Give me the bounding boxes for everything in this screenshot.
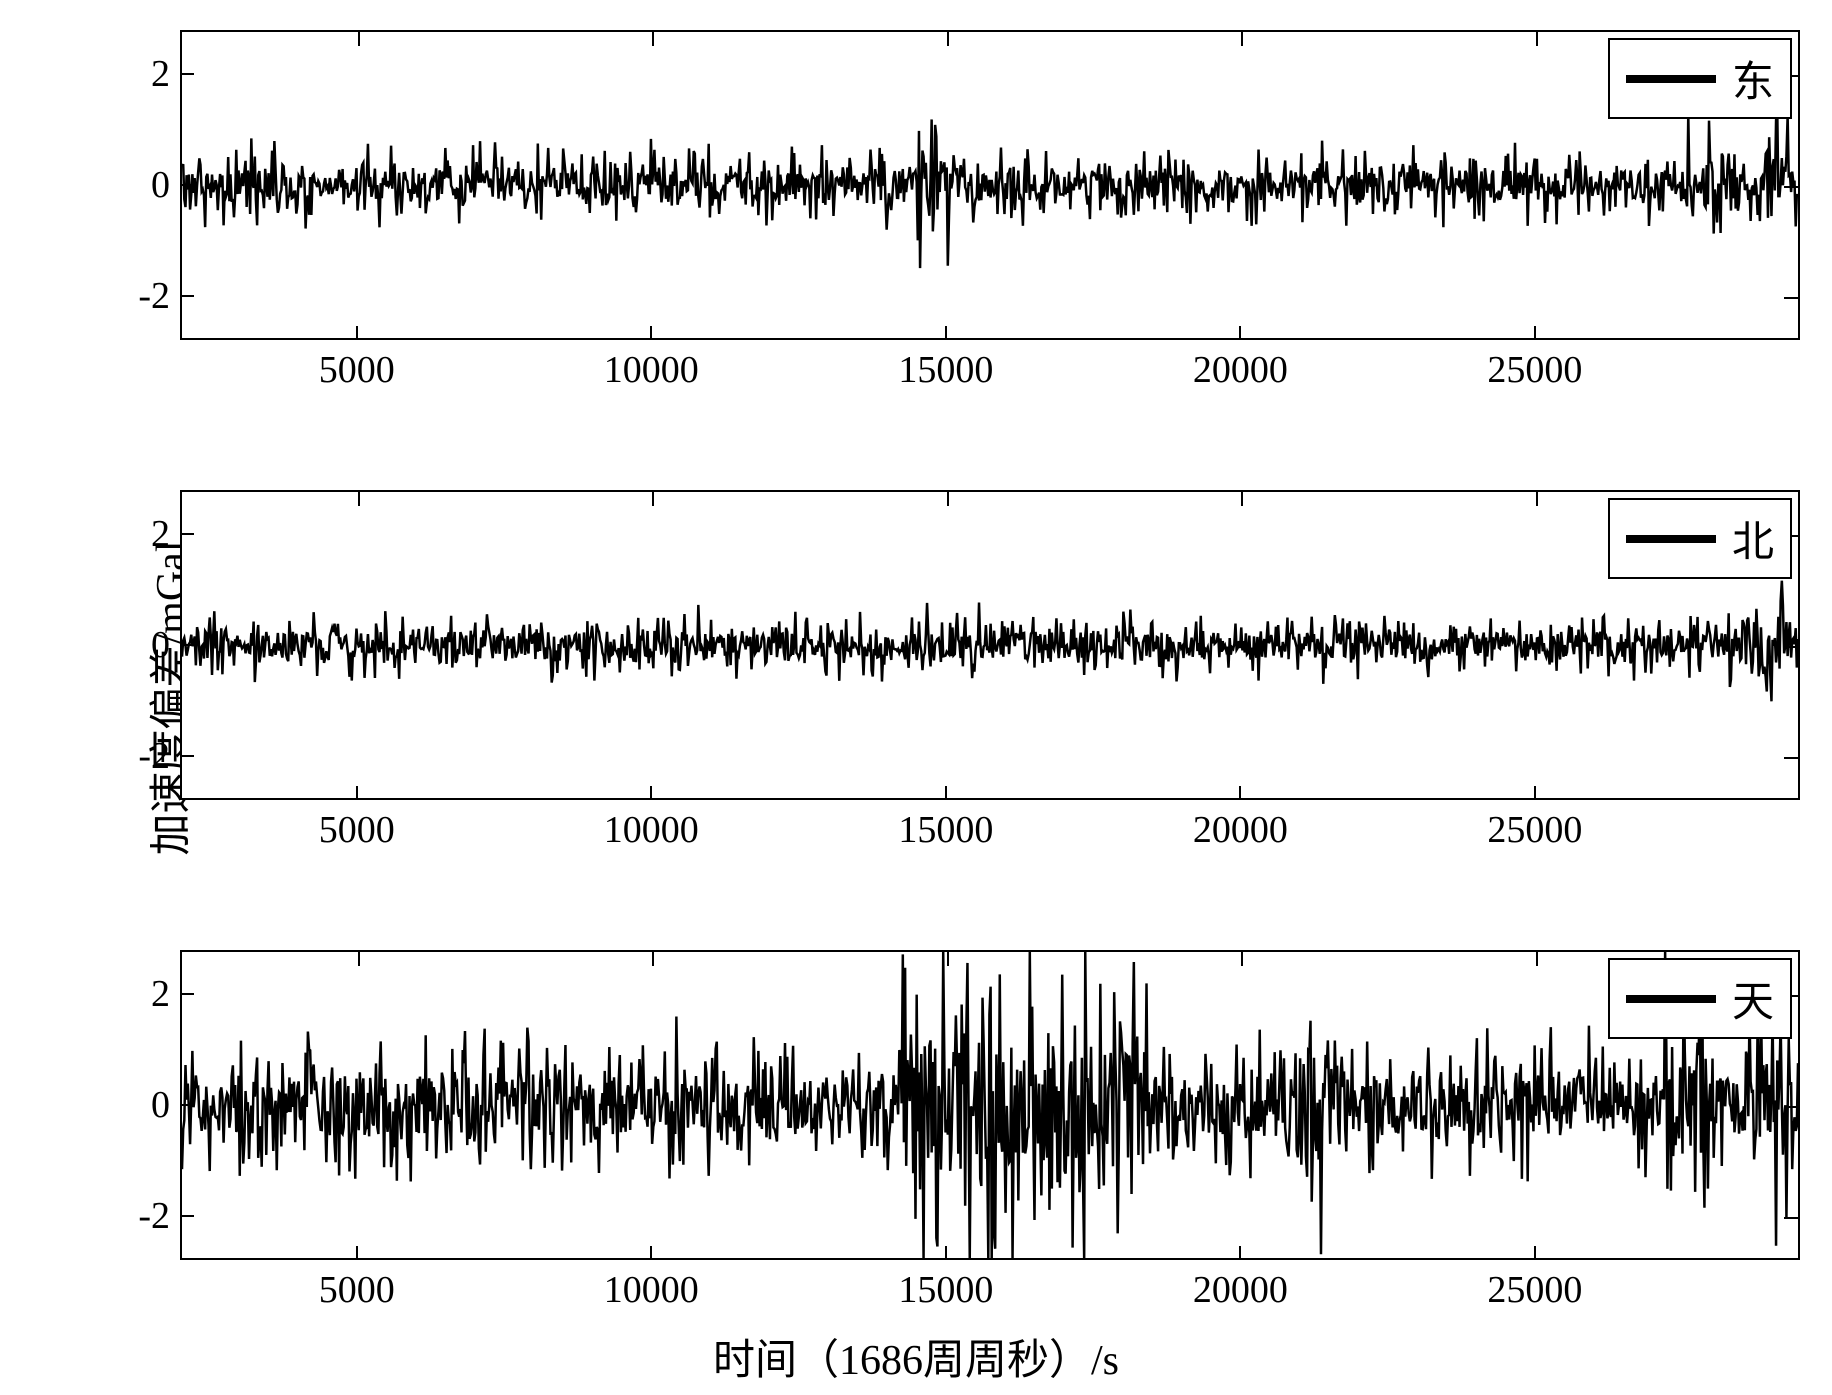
x-tick-mark: [945, 1246, 947, 1260]
x-tick-mark: [945, 326, 947, 340]
y-tick-label: 2: [120, 972, 170, 1016]
y-tick-label: -2: [120, 274, 170, 318]
x-tick-label: 10000: [604, 1268, 699, 1312]
x-tick-label: 5000: [319, 348, 395, 392]
x-tick-mark: [1534, 786, 1536, 800]
y-tick-mark: [180, 1104, 194, 1106]
legend-label: 天: [1732, 968, 1774, 1029]
y-tick-mark: [180, 73, 194, 75]
y-tick-label: 2: [120, 52, 170, 96]
legend-swatch: [1626, 75, 1716, 83]
y-tick-mark: [180, 533, 194, 535]
plot-area: 北: [180, 490, 1800, 800]
x-tick-label: 10000: [604, 348, 699, 392]
y-tick-label: 2: [120, 512, 170, 556]
x-tick-mark: [1239, 786, 1241, 800]
x-tick-mark: [1239, 326, 1241, 340]
y-tick-mark: [180, 993, 194, 995]
x-tick-label: 15000: [898, 1268, 993, 1312]
x-tick-label: 25000: [1487, 808, 1582, 852]
y-tick-mark: [180, 755, 194, 757]
x-tick-label: 10000: [604, 808, 699, 852]
series-line: [182, 32, 1798, 338]
legend: 北: [1608, 498, 1792, 579]
subplot-0: 东-202500010000150002000025000: [120, 30, 1800, 390]
y-tick-mark: [180, 644, 194, 646]
x-tick-label: 20000: [1193, 1268, 1288, 1312]
x-tick-label: 20000: [1193, 808, 1288, 852]
legend: 天: [1608, 958, 1792, 1039]
legend-swatch: [1626, 995, 1716, 1003]
x-tick-label: 15000: [898, 348, 993, 392]
series-line: [182, 492, 1798, 798]
plot-area: 东: [180, 30, 1800, 340]
legend-swatch: [1626, 535, 1716, 543]
x-axis-label: 时间（1686周周秒）/s: [713, 1326, 1119, 1387]
subplot-2: 天-202500010000150002000025000: [120, 950, 1800, 1310]
y-tick-mark: [180, 295, 194, 297]
y-tick-label: -2: [120, 734, 170, 778]
x-tick-label: 20000: [1193, 348, 1288, 392]
y-tick-mark: [180, 1215, 194, 1217]
x-tick-mark: [1534, 1246, 1536, 1260]
y-tick-label: 0: [120, 1083, 170, 1127]
y-tick-label: 0: [120, 163, 170, 207]
subplot-1: 北-202500010000150002000025000: [120, 490, 1800, 850]
plot-area: 天: [180, 950, 1800, 1260]
x-tick-mark: [356, 1246, 358, 1260]
x-tick-mark: [650, 326, 652, 340]
x-tick-mark: [650, 1246, 652, 1260]
legend-label: 北: [1732, 508, 1774, 569]
x-tick-mark: [1239, 1246, 1241, 1260]
x-tick-mark: [945, 786, 947, 800]
legend: 东: [1608, 38, 1792, 119]
figure-container: 加速度偏差/mGal 时间（1686周周秒）/s 东-2025000100001…: [0, 0, 1832, 1395]
x-tick-label: 5000: [319, 1268, 395, 1312]
y-tick-label: -2: [120, 1194, 170, 1238]
legend-label: 东: [1732, 48, 1774, 109]
x-tick-mark: [356, 326, 358, 340]
x-tick-label: 15000: [898, 808, 993, 852]
y-tick-mark: [180, 184, 194, 186]
y-tick-label: 0: [120, 623, 170, 667]
series-line: [182, 952, 1798, 1258]
x-tick-mark: [1534, 326, 1536, 340]
x-tick-mark: [650, 786, 652, 800]
x-tick-mark: [356, 786, 358, 800]
x-tick-label: 25000: [1487, 348, 1582, 392]
x-tick-label: 5000: [319, 808, 395, 852]
x-tick-label: 25000: [1487, 1268, 1582, 1312]
